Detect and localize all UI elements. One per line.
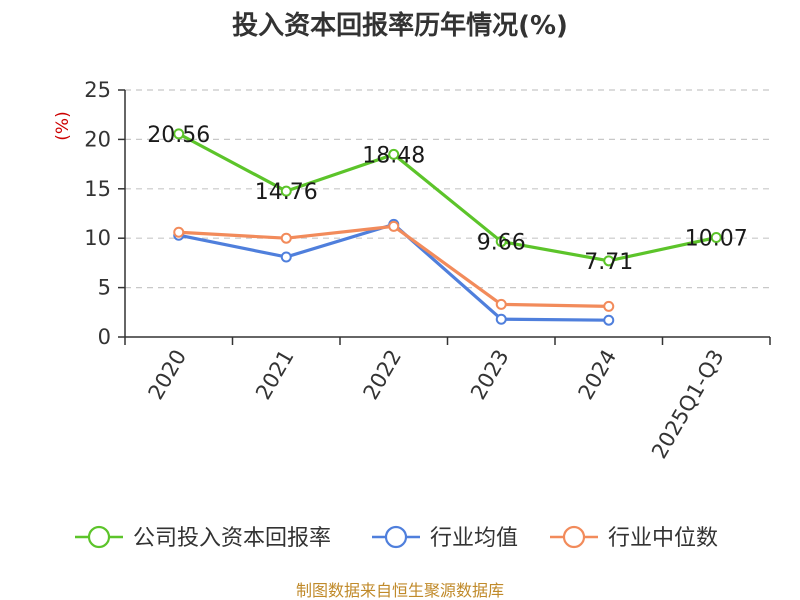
y-tick-label: 10 (84, 226, 111, 250)
data-point (388, 148, 400, 160)
grid-lines (125, 89, 770, 289)
data-point (280, 251, 292, 263)
data-point (603, 300, 615, 312)
data-point (280, 232, 292, 244)
data-point (495, 236, 507, 248)
data-point (388, 220, 400, 232)
x-axis-ticks: 2020 2021 2022 2023 2024 2025Q1-Q3 (124, 337, 771, 463)
data-point (603, 314, 615, 326)
x-tick-label: 2020 (144, 346, 192, 404)
legend-label: 行业均值 (430, 526, 518, 551)
series-line (177, 132, 717, 263)
axes (124, 90, 770, 338)
y-tick-label: 20 (84, 127, 111, 151)
data-label: 20.56 (147, 123, 210, 148)
source-note: 制图数据来自恒生聚源数据库 (296, 581, 504, 600)
data-point (280, 185, 292, 197)
legend-label: 公司投入资本回报率 (133, 526, 331, 551)
data-point (495, 313, 507, 325)
series-group (173, 128, 722, 326)
data-point (173, 226, 185, 238)
chart-title: 投入资本回报率历年情况(%) (232, 10, 568, 41)
data-point (173, 128, 185, 140)
data-label: 14.76 (255, 180, 318, 205)
y-tick-label: 25 (84, 78, 111, 102)
y-tick-label: 5 (98, 276, 111, 300)
data-point (603, 255, 615, 267)
x-tick-label: 2022 (359, 346, 407, 404)
x-tick-label: 2024 (574, 346, 622, 404)
y-axis-unit: (%) (53, 111, 73, 140)
x-tick-label: 2021 (251, 346, 299, 404)
y-axis-ticks: 0 5 10 15 20 25 (84, 78, 125, 349)
data-point (495, 298, 507, 310)
data-point (710, 232, 722, 244)
x-tick-label: 2023 (466, 346, 514, 404)
data-label: 7.71 (584, 250, 633, 275)
legend: 公司投入资本回报率 行业均值 行业中位数 (75, 525, 718, 551)
legend-label: 行业中位数 (608, 526, 718, 551)
x-tick-label: 2025Q1-Q3 (647, 346, 729, 463)
legend-marker (87, 525, 111, 549)
legend-marker (562, 525, 586, 549)
legend-marker (384, 525, 408, 549)
data-labels: 20.56 14.76 18.48 9.66 7.71 10.07 (147, 123, 747, 275)
y-tick-label: 0 (98, 325, 111, 349)
data-label: 9.66 (477, 231, 526, 256)
y-tick-label: 15 (84, 177, 111, 201)
data-label: 10.07 (685, 227, 748, 252)
data-label: 18.48 (362, 143, 425, 168)
